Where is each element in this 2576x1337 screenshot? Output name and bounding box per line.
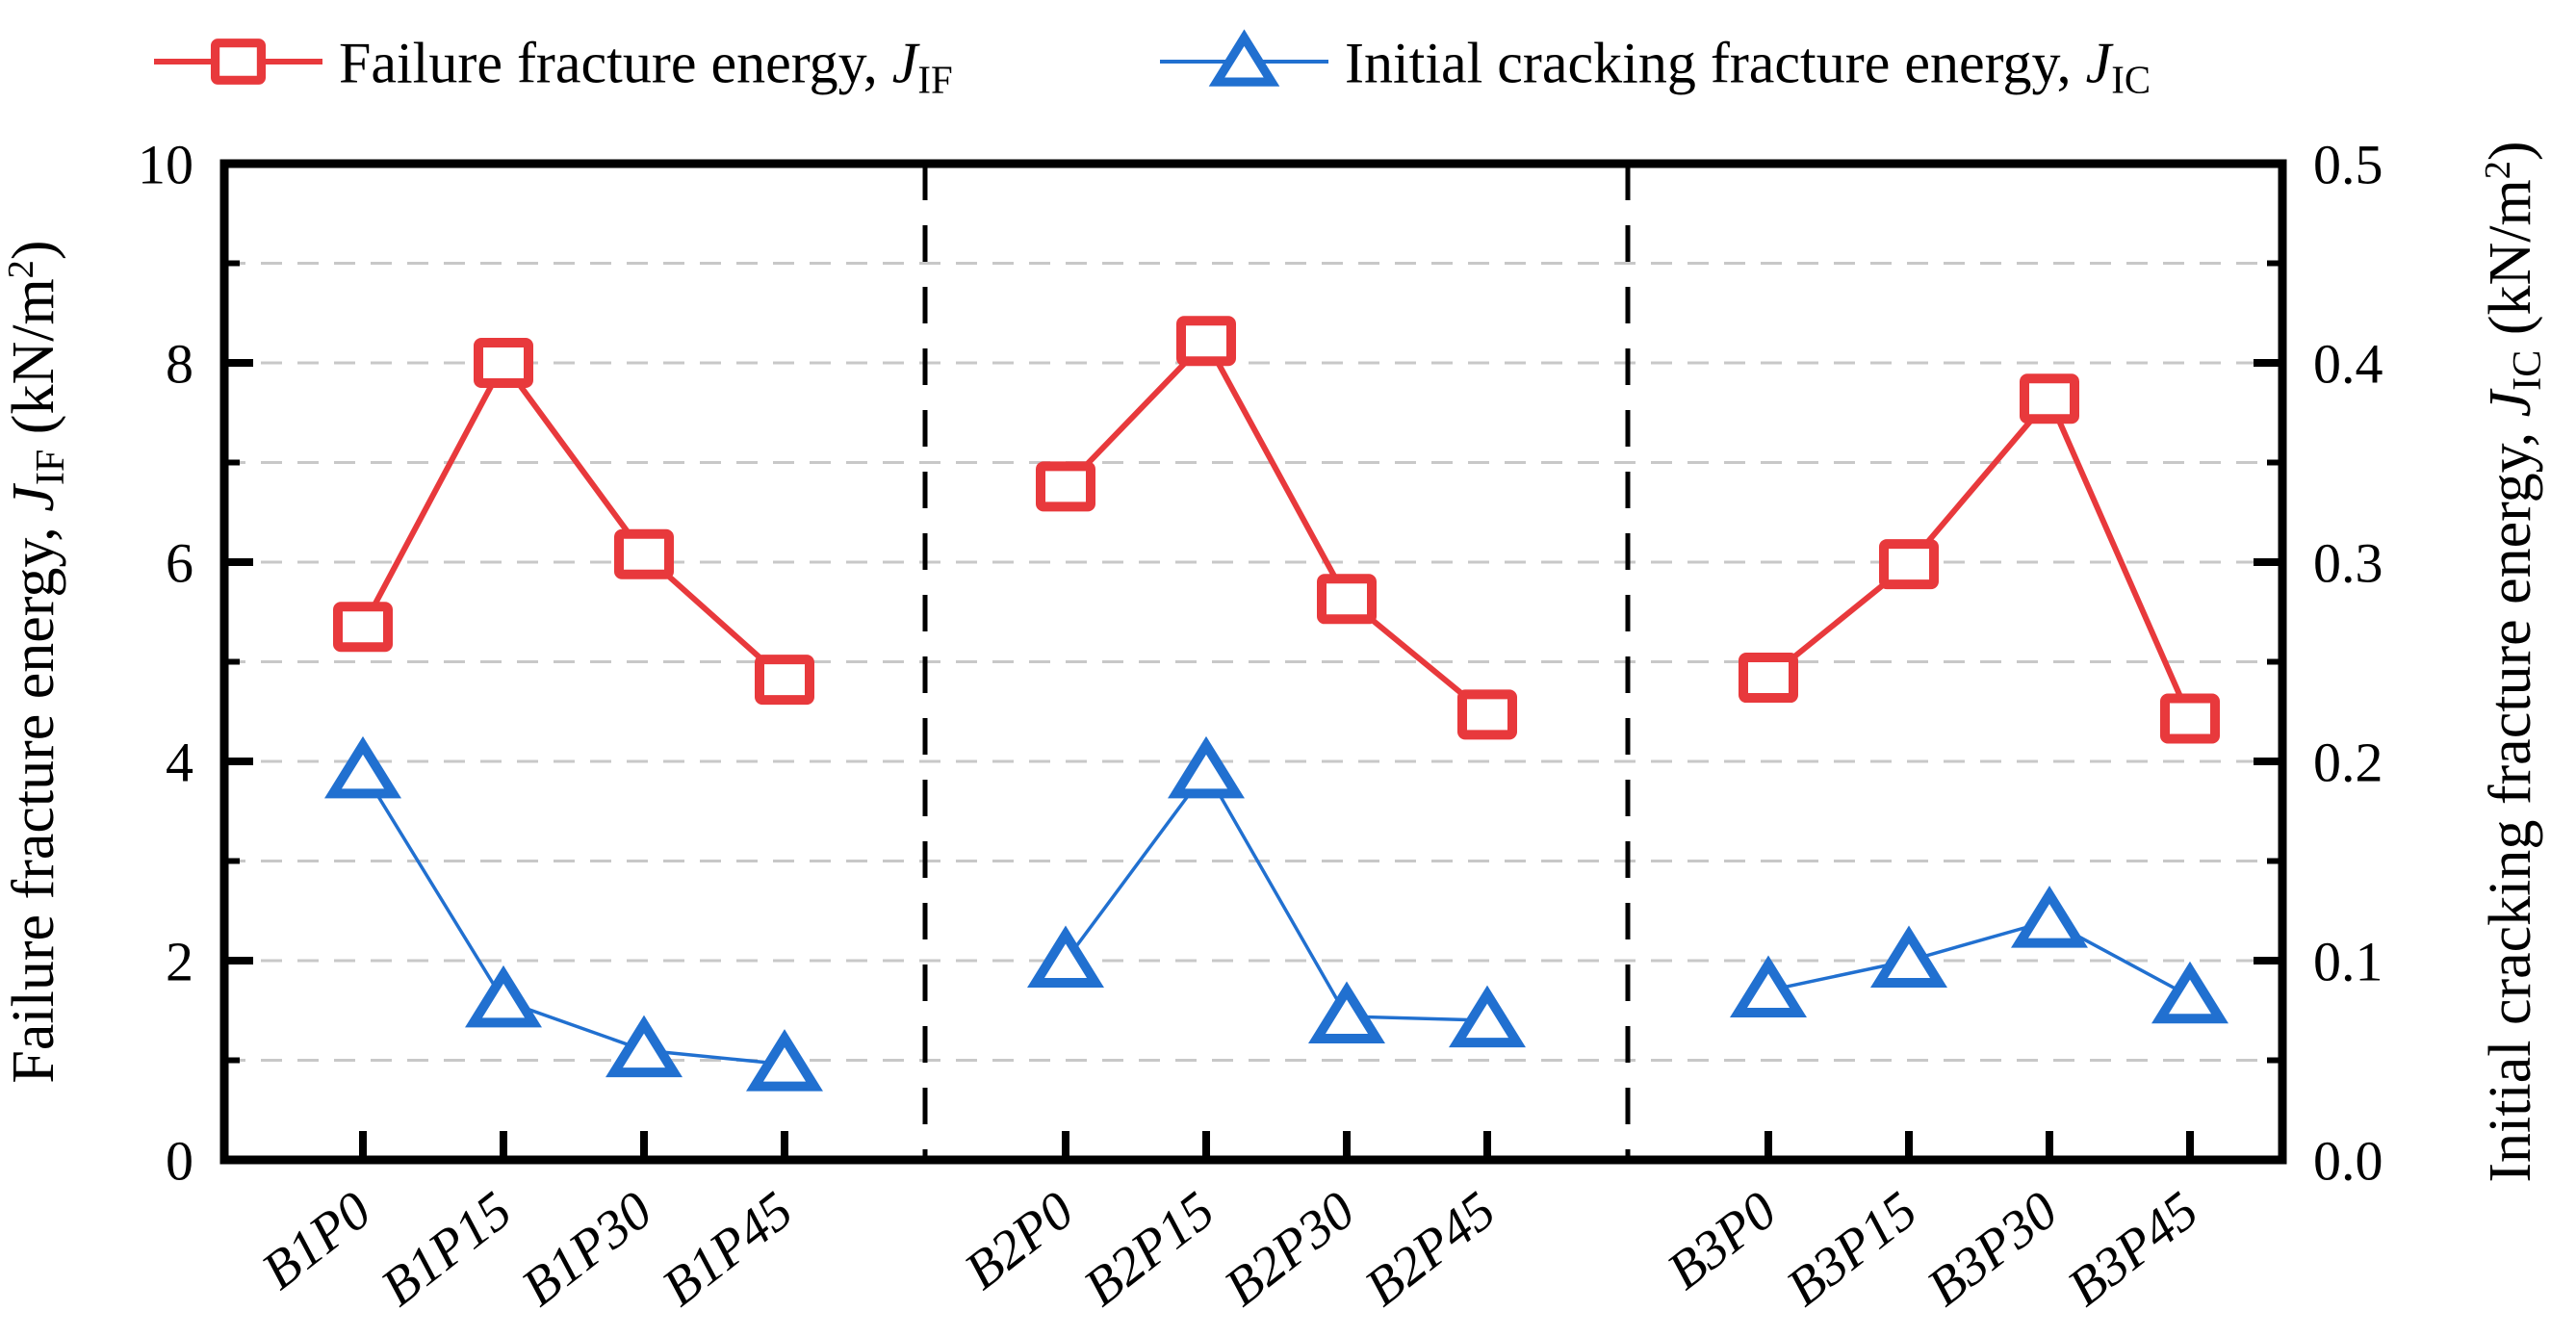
right-tick-label: 0.4 — [2313, 332, 2383, 395]
x-tick-label: B1P45 — [652, 1180, 804, 1318]
right-tick-label: 0.1 — [2313, 930, 2383, 992]
right-axis: 0.0 0.1 0.2 0.3 0.4 0.5 — [2254, 133, 2383, 1192]
x-tick-label: B2P0 — [954, 1180, 1085, 1300]
right-tick-label: 0.0 — [2313, 1129, 2383, 1192]
x-tick-label: B1P15 — [371, 1180, 523, 1318]
x-tick-label: B3P45 — [2057, 1180, 2209, 1318]
x-tick-label: B2P15 — [1073, 1180, 1225, 1318]
right-axis-title: Initial cracking fracture energy, JIC (k… — [2478, 141, 2550, 1182]
right-tick-label: 0.3 — [2313, 531, 2383, 594]
left-tick-label: 8 — [166, 332, 193, 395]
x-tick-label: B3P15 — [1776, 1180, 1928, 1318]
left-tick-label: 10 — [138, 133, 193, 195]
series-square — [333, 316, 2220, 744]
left-tick-label: 2 — [166, 930, 193, 992]
series-triangle — [324, 735, 2228, 1092]
x-tick-label: B1P30 — [511, 1180, 663, 1318]
x-tick-label: B3P0 — [1657, 1180, 1788, 1300]
left-tick-label: 6 — [166, 531, 193, 594]
left-tick-label: 0 — [166, 1129, 193, 1192]
left-tick-label: 4 — [166, 731, 193, 793]
left-axis: 0 2 4 6 8 10 — [138, 133, 253, 1192]
legend-label: Failure fracture energy, JIF — [339, 32, 953, 102]
left-axis-title: Failure fracture energy, JIF (kN/m2) — [1, 240, 73, 1083]
x-tick-label: B1P0 — [251, 1180, 382, 1300]
legend: Failure fracture energy, JIF Initial crac… — [154, 29, 2151, 102]
right-tick-label: 0.2 — [2313, 731, 2383, 793]
group-separators — [922, 164, 1631, 1160]
legend-label: Initial cracking fracture energy, JIC — [1345, 32, 2151, 102]
x-tick-label: B2P30 — [1214, 1180, 1366, 1318]
legend-item-triangle: Initial cracking fracture energy, JIC — [1160, 29, 2151, 102]
right-tick-label: 0.5 — [2313, 133, 2383, 195]
gridlines — [224, 262, 2282, 1062]
x-tick-label: B2P45 — [1354, 1180, 1507, 1318]
x-tick-label: B3P30 — [1917, 1180, 2069, 1318]
legend-item-square: Failure fracture energy, JIF — [154, 32, 953, 102]
